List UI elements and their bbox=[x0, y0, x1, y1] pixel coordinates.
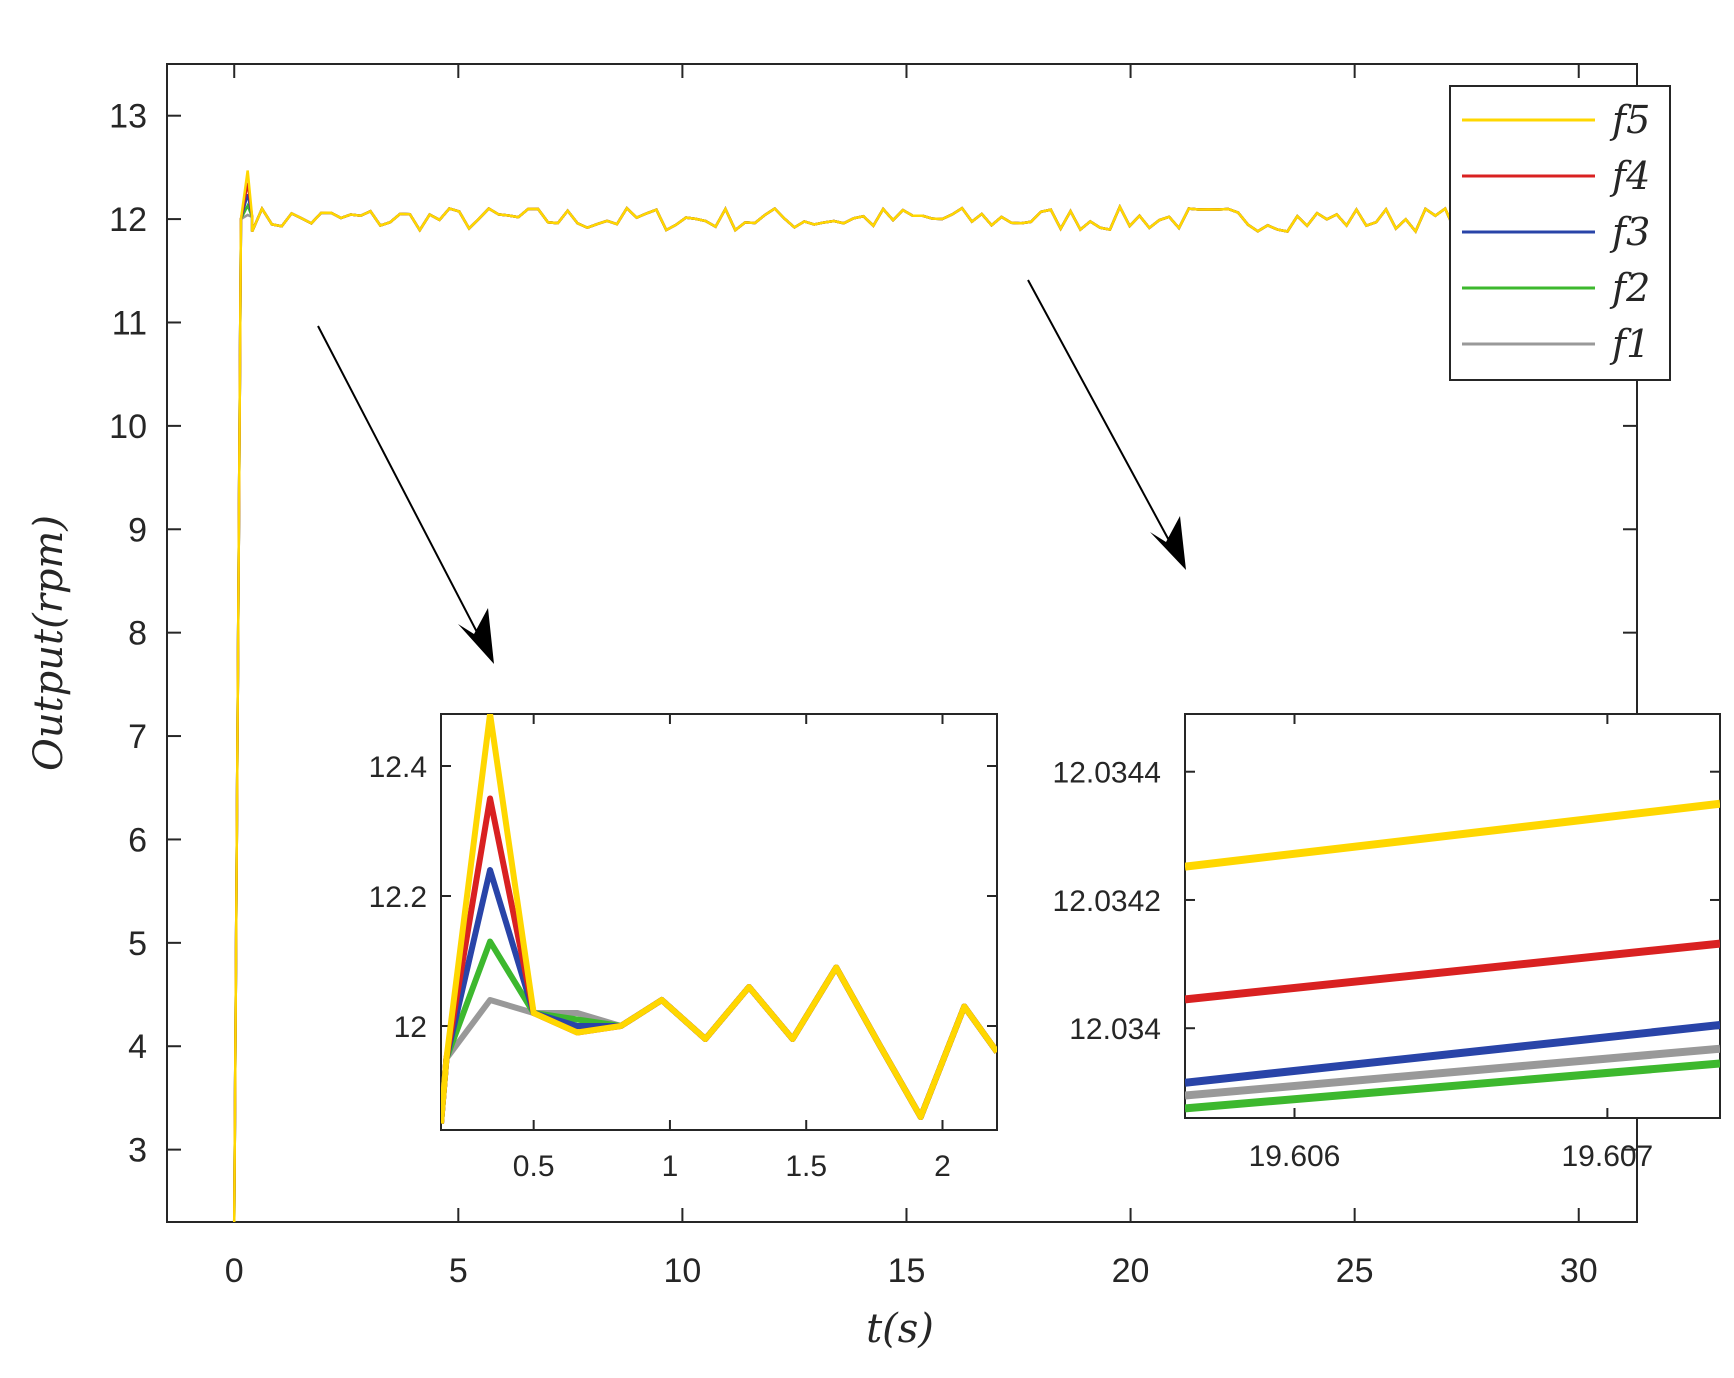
x-tick-label: 5 bbox=[449, 1252, 468, 1290]
legend-label-f1: f1 bbox=[1609, 322, 1650, 366]
y-tick-label: 13 bbox=[109, 98, 147, 136]
inset-left-x-ticks: 0.5 1 1.5 2 bbox=[513, 714, 951, 1183]
inset-left-x-tick-label: 2 bbox=[934, 1150, 951, 1183]
y-tick-label: 9 bbox=[128, 511, 147, 549]
y-tick-label: 5 bbox=[128, 925, 147, 963]
legend-label-f3: f3 bbox=[1609, 210, 1650, 254]
arrow-right-head bbox=[1150, 516, 1186, 570]
x-tick-label: 25 bbox=[1336, 1252, 1374, 1290]
y-tick-label: 11 bbox=[112, 304, 147, 342]
arrow-right-shaft bbox=[1027, 279, 1173, 547]
y-tick-label: 4 bbox=[128, 1028, 147, 1066]
x-tick-label: 30 bbox=[1560, 1252, 1598, 1290]
main-y-ticks: 3 4 5 6 7 8 9 10 11 12 13 bbox=[109, 98, 1637, 1170]
inset-right-line-f5 bbox=[1185, 799, 1720, 871]
inset-left-x-tick-label: 0.5 bbox=[513, 1150, 555, 1183]
inset-right-x-tick-label: 19.607 bbox=[1561, 1140, 1653, 1173]
x-tick-label: 20 bbox=[1112, 1252, 1150, 1290]
main-line-f5 bbox=[232, 170, 1634, 1222]
inset-right-series-lines bbox=[1185, 799, 1720, 1113]
inset-right-line-f3 bbox=[1185, 1021, 1720, 1087]
zoom-arrows bbox=[317, 279, 1186, 664]
legend: f5 f4 f3 f2 f1 bbox=[1449, 85, 1671, 381]
arrow-left-shaft bbox=[317, 325, 481, 639]
inset-right-x-ticks: 19.606 19.607 bbox=[1249, 714, 1653, 1173]
y-tick-label: 8 bbox=[128, 615, 147, 653]
inset-left-y-tick-label: 12.4 bbox=[369, 751, 427, 784]
inset-right: 19.606 19.607 12.034 12.0342 12.0344 bbox=[1053, 713, 1721, 1173]
legend-label-f2: f2 bbox=[1609, 266, 1650, 310]
inset-left-plot-area bbox=[440, 713, 998, 1131]
y-tick-label: 12 bbox=[109, 201, 147, 239]
inset-left-y-ticks: 12 12.2 12.4 bbox=[369, 751, 997, 1044]
legend-label-f4: f4 bbox=[1609, 154, 1650, 198]
x-tick-label: 15 bbox=[888, 1252, 926, 1290]
inset-left: 0.5 1 1.5 2 12 12.2 12.4 bbox=[369, 713, 998, 1183]
main-series-lines bbox=[232, 170, 1634, 1222]
x-axis-label: t(s) bbox=[866, 1306, 934, 1352]
inset-right-line-f2 bbox=[1185, 1059, 1720, 1113]
y-tick-label: 10 bbox=[109, 408, 147, 446]
y-tick-label: 6 bbox=[128, 821, 147, 859]
main-x-ticks: 0 5 10 15 20 25 30 bbox=[225, 64, 1598, 1290]
x-tick-label: 10 bbox=[663, 1252, 701, 1290]
inset-right-x-tick-label: 19.606 bbox=[1249, 1140, 1341, 1173]
inset-left-x-tick-label: 1.5 bbox=[785, 1150, 827, 1183]
legend-label-f5: f5 bbox=[1609, 98, 1650, 142]
inset-left-x-tick-label: 1 bbox=[662, 1150, 679, 1183]
y-axis-label: Output(rpm) bbox=[26, 515, 72, 771]
inset-left-line-f5 bbox=[441, 714, 997, 1124]
inset-left-y-tick-label: 12 bbox=[394, 1011, 427, 1044]
inset-right-y-tick-label: 12.0342 bbox=[1053, 885, 1161, 918]
y-tick-label: 3 bbox=[128, 1132, 147, 1170]
inset-right-line-f1 bbox=[1185, 1044, 1720, 1100]
arrow-left-head bbox=[458, 608, 494, 664]
x-tick-label: 0 bbox=[225, 1252, 244, 1290]
inset-right-y-ticks: 12.034 12.0342 12.0344 bbox=[1053, 757, 1720, 1046]
inset-left-y-tick-label: 12.2 bbox=[369, 881, 427, 914]
inset-left-series-lines bbox=[441, 714, 997, 1124]
y-tick-label: 7 bbox=[128, 718, 147, 756]
inset-right-y-tick-label: 12.0344 bbox=[1053, 757, 1161, 790]
inset-right-y-tick-label: 12.034 bbox=[1069, 1013, 1161, 1046]
inset-right-line-f4 bbox=[1185, 939, 1720, 1004]
